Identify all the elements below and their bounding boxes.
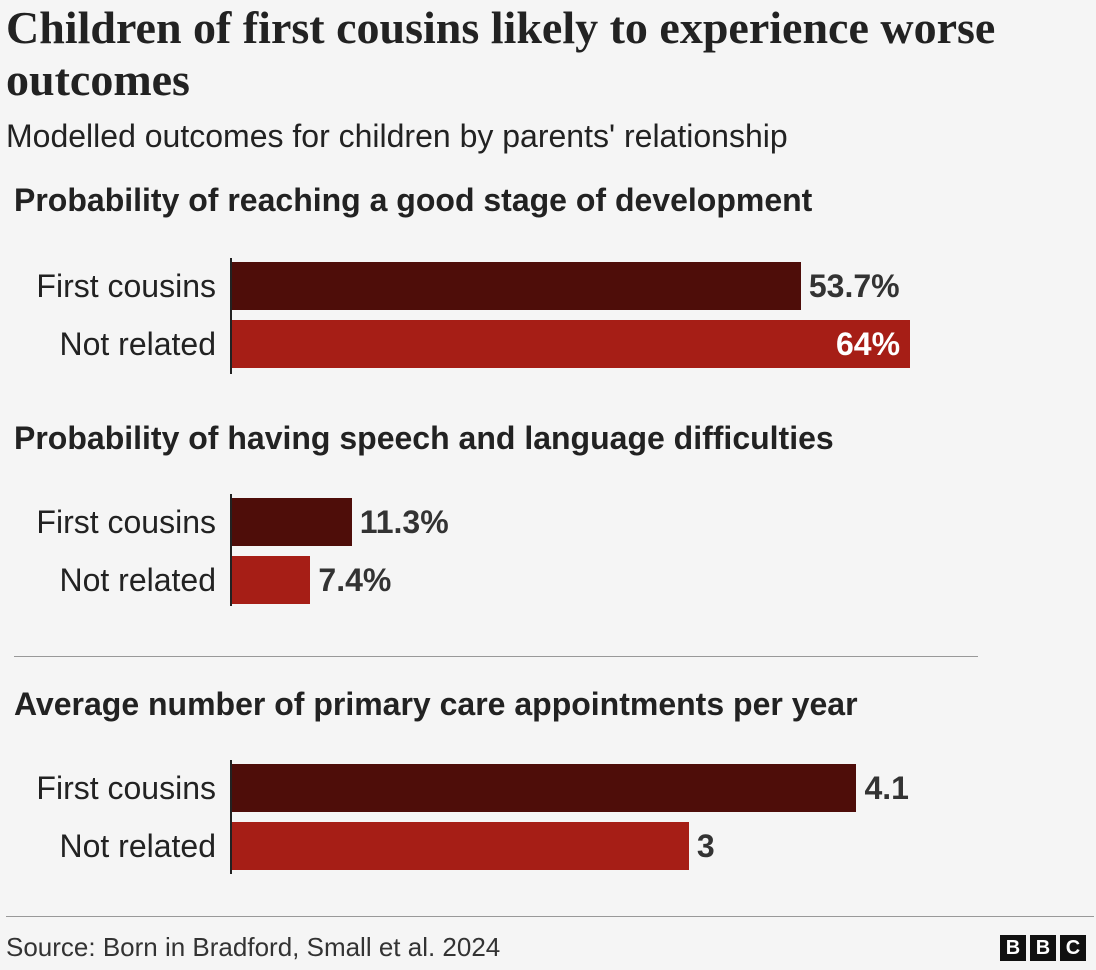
bar-first-cousins xyxy=(232,764,857,812)
bar-row: First cousins 11.3% xyxy=(0,498,1096,546)
axis-line xyxy=(230,258,232,374)
value-label: 3 xyxy=(696,828,715,864)
value-label: 53.7% xyxy=(808,268,900,304)
panel-title-speech: Probability of having speech and languag… xyxy=(14,420,834,456)
bar-row: First cousins 4.1 xyxy=(0,764,1096,812)
category-label: Not related xyxy=(59,562,216,598)
bar-row: Not related 64% xyxy=(0,320,1096,368)
panel-title-development: Probability of reaching a good stage of … xyxy=(14,182,813,218)
category-label: First cousins xyxy=(36,268,216,304)
bar-first-cousins xyxy=(232,262,801,310)
bar-not-related xyxy=(232,556,311,604)
category-label: Not related xyxy=(59,828,216,864)
section-divider xyxy=(14,656,978,657)
category-label: First cousins xyxy=(36,504,216,540)
bar-row: Not related 3 xyxy=(0,822,1096,870)
source-note: Source: Born in Bradford, Small et al. 2… xyxy=(6,932,501,962)
value-label: 7.4% xyxy=(318,562,392,598)
bbc-logo: B B C xyxy=(1000,935,1086,961)
bar-not-related xyxy=(232,822,689,870)
value-label: 64% xyxy=(836,326,901,362)
panel-title-appointments: Average number of primary care appointme… xyxy=(14,686,858,722)
bar-row: Not related 7.4% xyxy=(0,556,1096,604)
value-label: 11.3% xyxy=(359,504,449,540)
axis-line xyxy=(230,494,232,606)
bar-first-cousins xyxy=(232,498,352,546)
chart-title: Children of first cousins likely to expe… xyxy=(6,2,996,105)
logo-letter: C xyxy=(1060,935,1086,961)
logo-letter: B xyxy=(1000,935,1026,961)
bar-row: First cousins 53.7% xyxy=(0,262,1096,310)
bar-not-related xyxy=(232,320,910,368)
logo-letter: B xyxy=(1030,935,1056,961)
category-label: Not related xyxy=(59,326,216,362)
footer-divider xyxy=(6,916,1094,917)
axis-line xyxy=(230,760,232,874)
category-label: First cousins xyxy=(36,770,216,806)
chart-subtitle: Modelled outcomes for children by parent… xyxy=(6,118,788,154)
value-label: 4.1 xyxy=(864,770,909,806)
